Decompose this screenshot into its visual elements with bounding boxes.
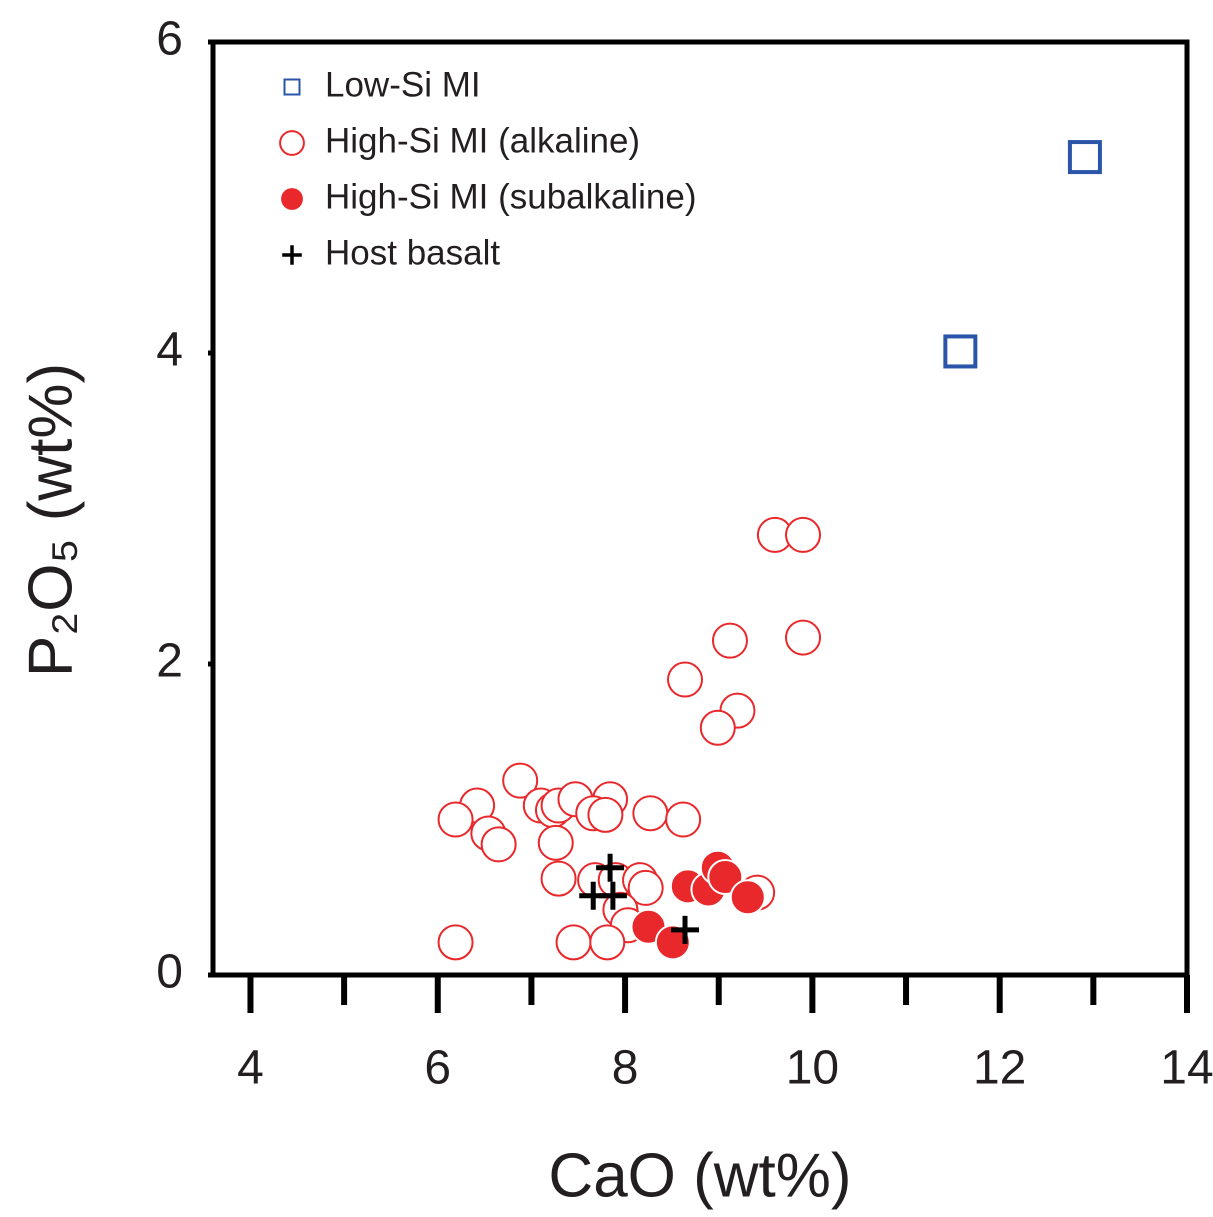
open-circle-marker [279, 130, 305, 156]
y-tick-label: 0 [156, 946, 183, 999]
open-circle-marker [785, 516, 822, 553]
open-circle-marker [711, 622, 748, 659]
plot-frame [210, 39, 1190, 978]
x-tick-label: 8 [612, 1042, 639, 1095]
open-circle-marker [480, 826, 517, 863]
y-tick-label: 6 [156, 13, 183, 66]
open-circle-marker [785, 619, 822, 656]
open-circle-marker [627, 869, 664, 906]
legend-label: High-Si MI (subalkaline) [325, 177, 697, 216]
y-tick-label: 4 [156, 324, 183, 377]
square-marker [943, 334, 978, 369]
y-axis-title: P₂O₅ (wt%) [16, 363, 85, 677]
filled-circle-marker [729, 879, 766, 916]
legend-label: High-Si MI (alkaline) [325, 121, 640, 160]
y-tick-label: 2 [156, 635, 183, 688]
open-circle-marker [632, 795, 669, 832]
x-tick-label: 10 [786, 1042, 839, 1095]
open-circle-marker [587, 796, 624, 833]
filled-circle-marker [654, 924, 691, 961]
open-circle-marker [540, 860, 577, 897]
legend-label: Host basalt [325, 233, 500, 272]
square-marker [1067, 140, 1102, 175]
open-circle-marker [699, 709, 736, 746]
open-circle-marker [502, 762, 539, 799]
plus-marker [671, 915, 700, 944]
x-tick-label: 12 [973, 1042, 1026, 1095]
open-circle-marker [555, 924, 592, 961]
x-tick-label: 6 [424, 1042, 451, 1095]
open-circle-marker [667, 661, 704, 698]
open-circle-marker [589, 924, 626, 961]
open-circle-marker [437, 924, 474, 961]
plus-marker [282, 245, 302, 265]
filled-circle-marker [279, 186, 305, 212]
open-circle-marker [437, 801, 474, 838]
legend-label: Low-Si MI [325, 65, 481, 104]
filled-circle-marker [707, 859, 744, 896]
square-marker [283, 78, 301, 96]
open-circle-marker [537, 824, 574, 861]
plus-marker [598, 881, 627, 910]
plus-marker [596, 853, 625, 882]
x-tick-label: 4 [237, 1042, 264, 1095]
x-tick-label: 14 [1160, 1042, 1213, 1095]
x-axis-title: CaO (wt%) [548, 1141, 851, 1210]
open-circle-marker [665, 801, 702, 838]
